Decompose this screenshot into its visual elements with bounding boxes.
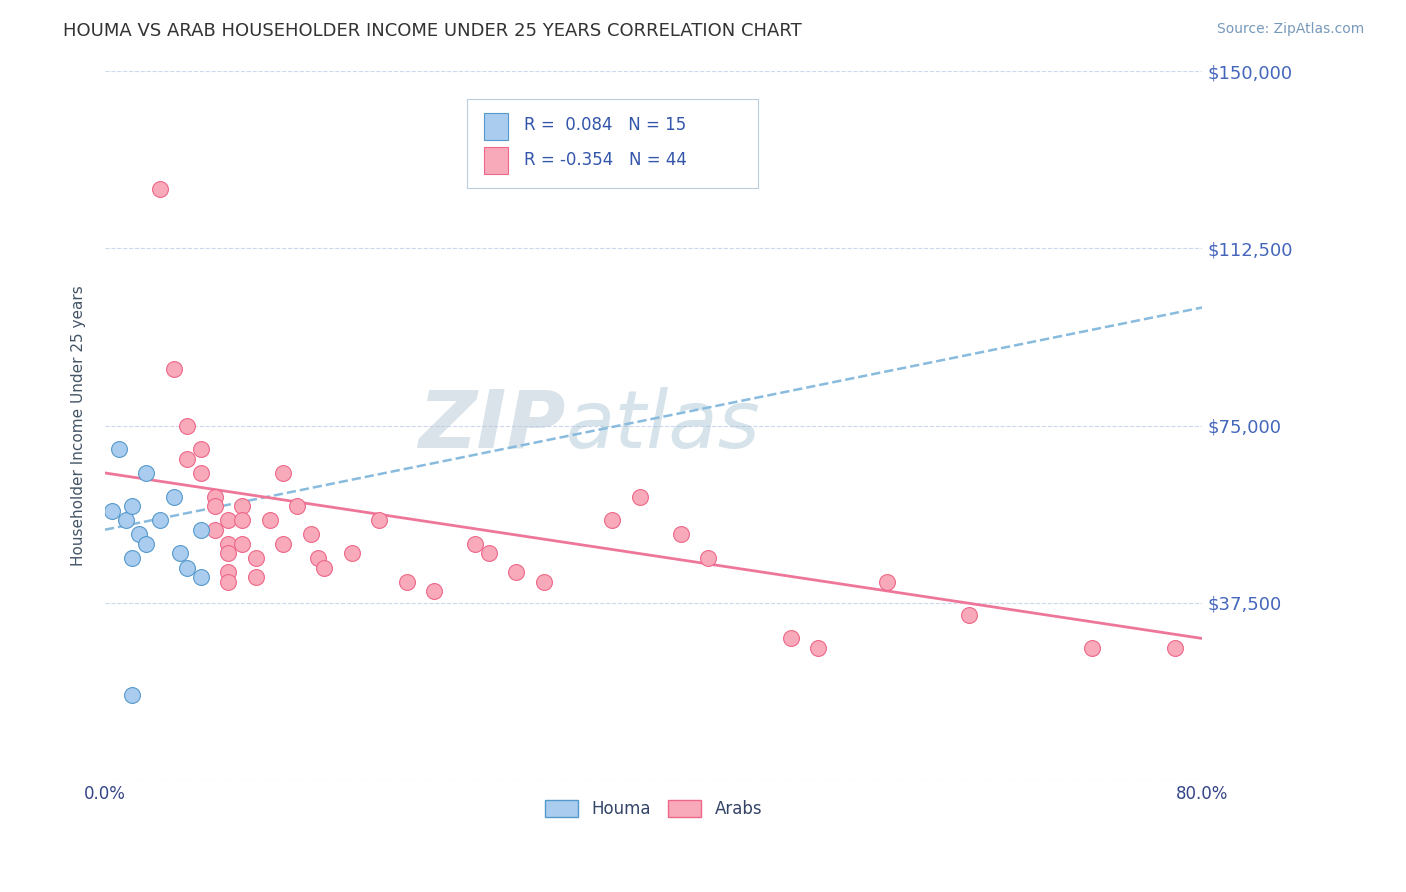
Point	[176, 560, 198, 574]
Point	[204, 499, 226, 513]
Text: R = -0.354   N = 44: R = -0.354 N = 44	[524, 152, 688, 169]
Point	[957, 607, 980, 622]
Point	[1164, 640, 1187, 655]
Point	[190, 570, 212, 584]
Point	[271, 537, 294, 551]
Point	[697, 551, 720, 566]
Point	[114, 513, 136, 527]
Point	[176, 451, 198, 466]
Point	[368, 513, 391, 527]
Text: ZIP: ZIP	[419, 386, 565, 465]
FancyBboxPatch shape	[467, 99, 758, 188]
Point	[533, 574, 555, 589]
Bar	[484, 147, 508, 174]
Point	[807, 640, 830, 655]
Point	[169, 546, 191, 560]
Point	[245, 570, 267, 584]
Point	[128, 527, 150, 541]
Point	[149, 513, 172, 527]
Point	[217, 513, 239, 527]
Point	[190, 523, 212, 537]
Point	[245, 551, 267, 566]
Point	[314, 560, 336, 574]
Point	[299, 527, 322, 541]
Point	[464, 537, 486, 551]
Point	[478, 546, 501, 560]
Point	[121, 499, 143, 513]
Point	[231, 537, 253, 551]
Legend: Houma, Arabs: Houma, Arabs	[538, 794, 769, 825]
Point	[135, 537, 157, 551]
Point	[162, 362, 184, 376]
Point	[204, 523, 226, 537]
Point	[340, 546, 363, 560]
Point	[628, 490, 651, 504]
Point	[602, 513, 624, 527]
Point	[285, 499, 308, 513]
Text: R =  0.084   N = 15: R = 0.084 N = 15	[524, 116, 686, 134]
Point	[217, 566, 239, 580]
Point	[259, 513, 281, 527]
Point	[395, 574, 418, 589]
Point	[307, 551, 329, 566]
Point	[149, 182, 172, 196]
Text: HOUMA VS ARAB HOUSEHOLDER INCOME UNDER 25 YEARS CORRELATION CHART: HOUMA VS ARAB HOUSEHOLDER INCOME UNDER 2…	[63, 22, 801, 40]
Point	[121, 688, 143, 702]
Y-axis label: Householder Income Under 25 years: Householder Income Under 25 years	[72, 285, 86, 566]
Point	[669, 527, 692, 541]
Point	[135, 466, 157, 480]
Point	[876, 574, 898, 589]
Point	[217, 574, 239, 589]
Point	[1081, 640, 1104, 655]
Point	[162, 490, 184, 504]
Point	[176, 418, 198, 433]
Point	[423, 584, 446, 599]
Point	[271, 466, 294, 480]
Point	[121, 551, 143, 566]
Text: atlas: atlas	[565, 386, 761, 465]
Point	[107, 442, 129, 457]
Point	[190, 466, 212, 480]
Point	[217, 546, 239, 560]
Point	[204, 490, 226, 504]
Point	[190, 442, 212, 457]
Text: Source: ZipAtlas.com: Source: ZipAtlas.com	[1216, 22, 1364, 37]
Point	[505, 566, 527, 580]
Point	[101, 504, 124, 518]
Bar	[484, 113, 508, 140]
Point	[779, 632, 801, 646]
Point	[217, 537, 239, 551]
Point	[231, 513, 253, 527]
Point	[231, 499, 253, 513]
